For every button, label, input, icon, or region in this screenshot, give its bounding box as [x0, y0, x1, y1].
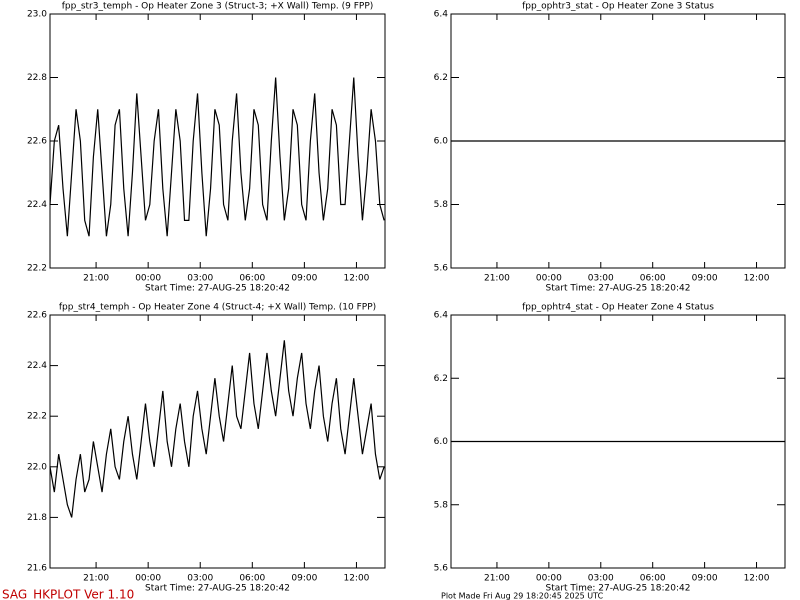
y-tick-label: 5.8 — [434, 500, 449, 510]
x-tick-label: 09:00 — [291, 574, 317, 584]
y-tick-label: 22.6 — [27, 311, 47, 321]
y-tick-label: 22.4 — [27, 361, 47, 371]
y-tick-label: 6.2 — [434, 73, 448, 83]
x-tick-label: 09:00 — [692, 574, 718, 584]
y-tick-label: 5.6 — [434, 564, 449, 574]
y-tick-label: 22.8 — [27, 73, 47, 83]
x-tick-label: 12:00 — [343, 274, 369, 284]
plot-title: fpp_ophtr3_stat - Op Heater Zone 3 Statu… — [522, 2, 714, 12]
y-tick-label: 21.6 — [27, 564, 47, 574]
x-tick-label: 06:00 — [640, 274, 666, 284]
y-tick-label: 22.2 — [27, 264, 47, 274]
x-tick-label: 03:00 — [588, 274, 614, 284]
x-tick-label: 06:00 — [239, 274, 265, 284]
y-tick-label: 6.0 — [434, 137, 449, 147]
x-tick-label: 12:00 — [343, 574, 369, 584]
footer-left: SAG_HKPLOT Ver 1.10 — [2, 588, 134, 600]
x-tick-label: 09:00 — [692, 274, 718, 284]
data-line — [49, 77, 385, 237]
y-tick-label: 5.8 — [434, 200, 449, 210]
plot: fpp_ophtr4_stat - Op Heater Zone 4 Statu… — [434, 303, 786, 594]
y-tick-label: 22.0 — [27, 462, 47, 472]
data-line — [49, 340, 385, 518]
x-tick-label: 06:00 — [239, 574, 265, 584]
plot: fpp_str4_temph - Op Heater Zone 4 (Struc… — [27, 303, 386, 594]
plot-title: fpp_str4_temph - Op Heater Zone 4 (Struc… — [59, 303, 376, 313]
y-tick-label: 22.2 — [27, 412, 47, 422]
y-tick-label: 21.8 — [27, 513, 47, 523]
y-tick-label: 6.4 — [434, 10, 449, 20]
x-tick-label: 21:00 — [83, 574, 109, 584]
x-tick-label: 09:00 — [291, 274, 317, 284]
x-tick-label: 21:00 — [83, 274, 109, 284]
x-tick-label: 00:00 — [135, 274, 161, 284]
y-tick-label: 6.2 — [434, 374, 448, 384]
footer-right: Plot Made Fri Aug 29 18:20:45 2025 UTC — [441, 592, 604, 600]
y-tick-label: 6.4 — [434, 311, 449, 321]
plot: fpp_str3_temph - Op Heater Zone 3 (Struc… — [27, 2, 386, 294]
y-tick-label: 23.0 — [27, 10, 47, 20]
y-tick-label: 22.4 — [27, 200, 47, 210]
plot-title: fpp_ophtr4_stat - Op Heater Zone 4 Statu… — [522, 303, 714, 313]
x-tick-label: 00:00 — [536, 574, 562, 584]
x-axis-label: Start Time: 27-AUG-25 18:20:42 — [145, 284, 290, 294]
x-tick-label: 00:00 — [536, 274, 562, 284]
plot-frame — [49, 314, 386, 569]
x-tick-label: 21:00 — [484, 574, 510, 584]
x-tick-label: 03:00 — [187, 274, 213, 284]
y-tick-label: 5.6 — [434, 264, 449, 274]
y-tick-label: 22.6 — [27, 137, 47, 147]
x-tick-label: 21:00 — [484, 274, 510, 284]
y-tick-label: 6.0 — [434, 437, 449, 447]
x-tick-label: 03:00 — [588, 574, 614, 584]
x-axis-label: Start Time: 27-AUG-25 18:20:42 — [145, 584, 290, 594]
plot: fpp_ophtr3_stat - Op Heater Zone 3 Statu… — [434, 2, 786, 294]
x-axis-label: Start Time: 27-AUG-25 18:20:42 — [546, 584, 691, 594]
x-tick-label: 00:00 — [135, 574, 161, 584]
x-tick-label: 12:00 — [744, 274, 770, 284]
x-tick-label: 12:00 — [744, 574, 770, 584]
x-tick-label: 03:00 — [187, 574, 213, 584]
plot-title: fpp_str3_temph - Op Heater Zone 3 (Struc… — [62, 2, 374, 12]
x-axis-label: Start Time: 27-AUG-25 18:20:42 — [546, 284, 691, 294]
x-tick-label: 06:00 — [640, 574, 666, 584]
